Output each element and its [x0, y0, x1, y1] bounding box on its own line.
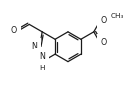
Text: N: N	[31, 42, 37, 51]
Text: CH₃: CH₃	[110, 13, 124, 19]
Text: O: O	[100, 16, 107, 25]
Text: O: O	[11, 26, 17, 35]
Text: O: O	[100, 38, 107, 47]
Text: N: N	[39, 52, 45, 61]
Text: H: H	[39, 65, 45, 71]
